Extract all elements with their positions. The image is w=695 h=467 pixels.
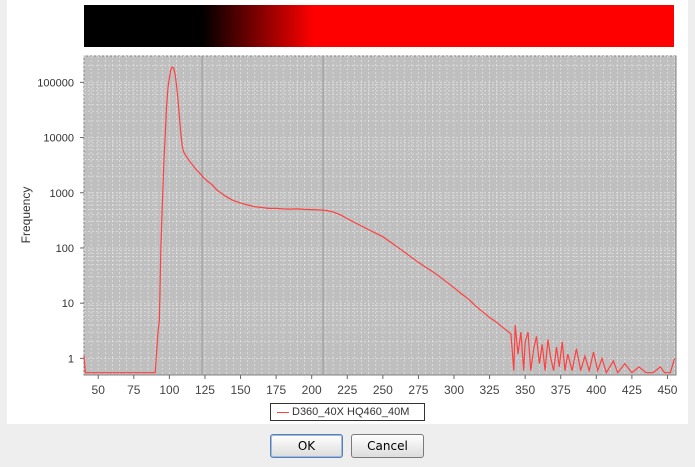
plot-area: [83, 55, 677, 376]
x-tick-label: 125: [195, 383, 215, 397]
x-tick-label: 325: [480, 383, 500, 397]
x-tick-label: 225: [337, 383, 357, 397]
lookup-table-gradient: [84, 5, 674, 47]
series: [83, 66, 676, 375]
x-tick-label: 150: [231, 383, 251, 397]
y-tick-label: 10000: [43, 133, 74, 145]
y-tick-label: 1: [68, 353, 74, 365]
y-axis-label: Frequency: [19, 187, 33, 244]
ok-button[interactable]: OK: [270, 434, 343, 458]
x-tick-label: 100: [159, 383, 179, 397]
x-tick-label: 300: [444, 383, 464, 397]
x-tick-label: 50: [92, 383, 106, 397]
x-tick-label: 175: [266, 383, 286, 397]
x-tick-label: 400: [586, 383, 606, 397]
legend-swatch: [277, 412, 289, 413]
histogram-chart: 50 75 100 125 150 175 200 225 250 275 300 325 350 375…: [19, 55, 678, 397]
legend-label: D360_40X HQ460_40M: [292, 406, 410, 418]
series-line: [83, 66, 676, 375]
grid: [83, 55, 676, 375]
x-tick-label: 350: [515, 383, 535, 397]
cancel-button[interactable]: Cancel: [351, 434, 424, 458]
axes: 50 75 100 125 150 175 200 225 250 275 300 325 350 375…: [37, 77, 678, 397]
x-tick-label: 250: [373, 383, 393, 397]
y-tick-label: 100: [56, 243, 74, 255]
x-tick-label: 375: [551, 383, 571, 397]
y-tick-label: 1000: [50, 188, 74, 200]
y-tick-label: 10: [62, 298, 74, 310]
y-tick-label: 100000: [37, 77, 74, 89]
x-tick-label: 200: [302, 383, 322, 397]
x-tick-label: 275: [408, 383, 428, 397]
x-tick-label: 425: [622, 383, 642, 397]
legend: D360_40X HQ460_40M: [270, 403, 425, 421]
x-tick-label: 75: [127, 383, 141, 397]
x-tick-label: 450: [657, 383, 677, 397]
